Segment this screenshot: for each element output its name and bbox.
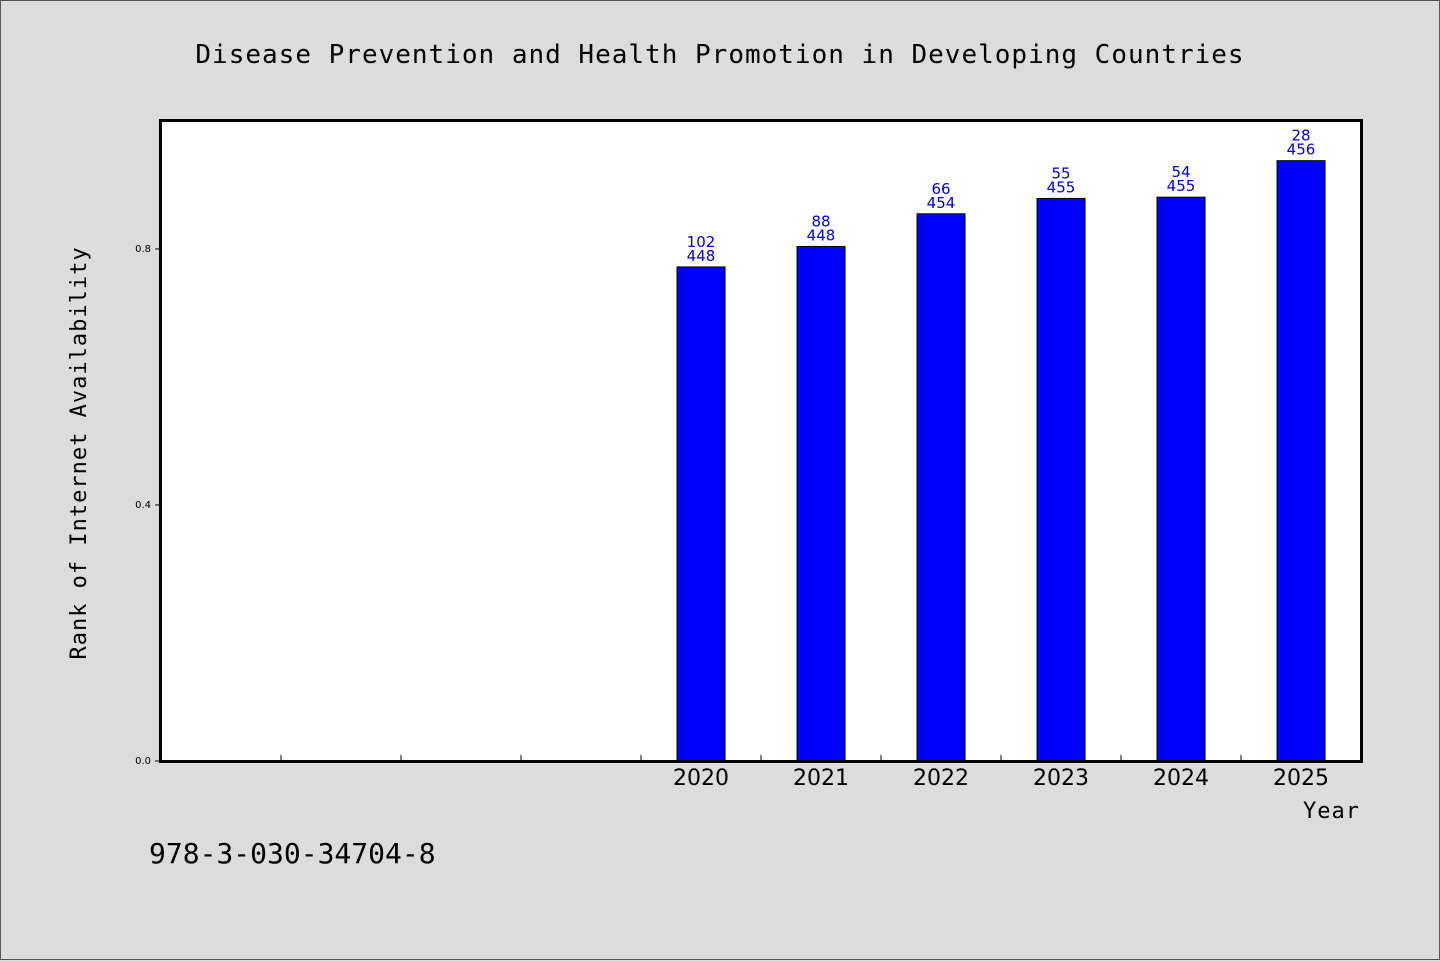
bar-rank-label: 102 <box>687 233 716 251</box>
ticks-layer: 0.0 0.4 0.8 2020 2021 2022 2023 2024 2025 <box>135 244 1329 791</box>
bar-rank-label: 88 <box>811 212 830 230</box>
bar <box>1156 196 1206 762</box>
x-tick-label: 2023 <box>1033 766 1089 791</box>
bar-rank-label: 66 <box>931 180 950 198</box>
x-tick-label: 2020 <box>673 766 729 791</box>
x-tick-label: 2024 <box>1153 766 1209 791</box>
bar-total-label: 455 <box>1167 177 1196 195</box>
bar-total-label: 448 <box>807 226 836 244</box>
x-axis-label: Year <box>1303 799 1360 824</box>
bar-total-label: 455 <box>1047 178 1076 196</box>
y-tick-label: 0.0 <box>135 756 151 767</box>
bar <box>796 245 846 762</box>
chart-title: Disease Prevention and Health Promotion … <box>195 40 1244 70</box>
x-tick-label: 2025 <box>1273 766 1329 791</box>
x-tick-label: 2021 <box>793 766 849 791</box>
y-axis-label: Rank of Internet Availability <box>67 246 92 659</box>
bar <box>1276 160 1326 762</box>
bar <box>1036 197 1086 762</box>
bar-rank-label: 28 <box>1291 127 1310 145</box>
x-tick-label: 2022 <box>913 766 969 791</box>
bar-total-label: 454 <box>927 194 956 212</box>
bar-rank-label: 55 <box>1051 164 1070 182</box>
bar-total-label: 456 <box>1287 141 1316 159</box>
bar <box>916 213 966 762</box>
y-tick-label: 0.4 <box>135 500 151 511</box>
bar <box>676 266 726 762</box>
bar-total-label: 448 <box>687 247 716 265</box>
plot-border <box>159 119 1363 763</box>
isbn-text: 978-3-030-34704-8 <box>149 837 436 870</box>
bar-rank-label: 54 <box>1171 163 1190 181</box>
y-tick-label: 0.8 <box>135 244 151 255</box>
